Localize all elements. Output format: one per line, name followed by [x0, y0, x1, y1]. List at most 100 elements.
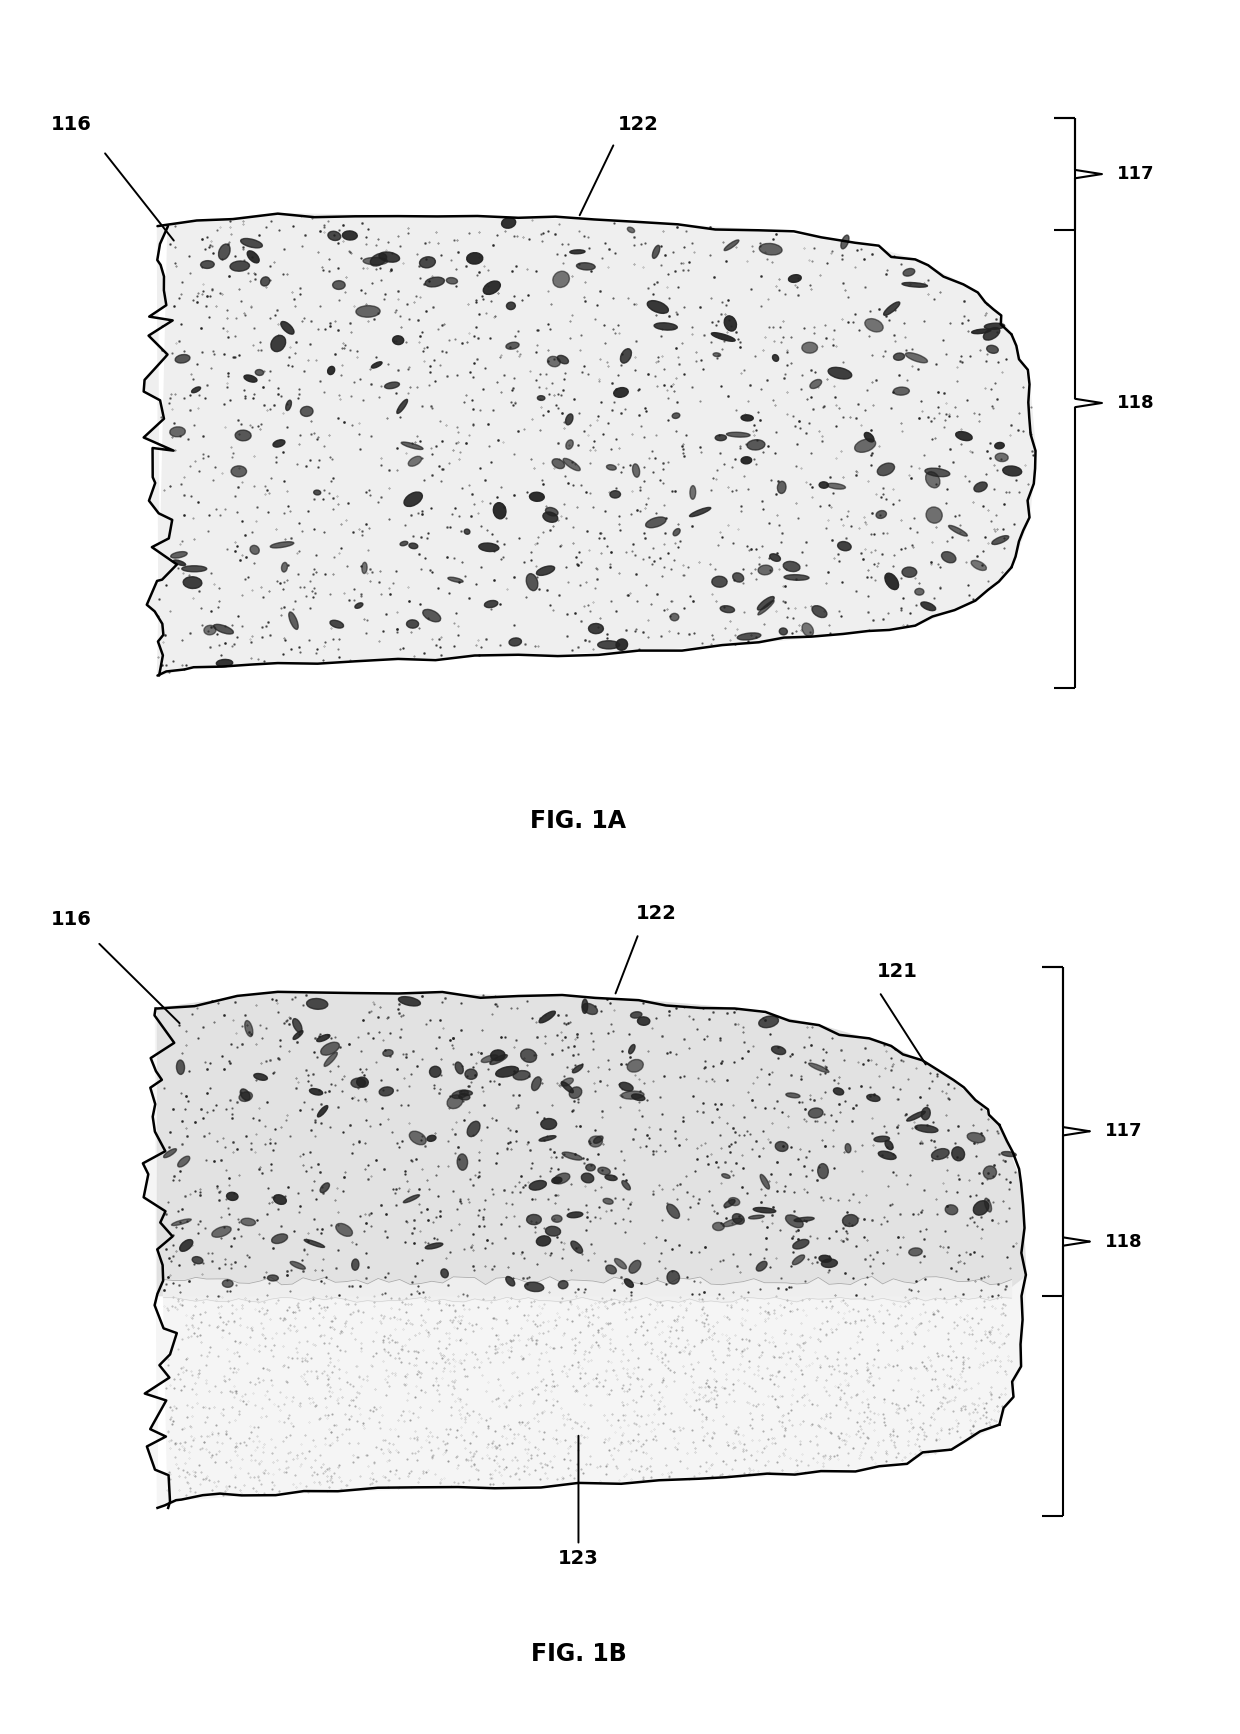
- Ellipse shape: [541, 1118, 557, 1129]
- Ellipse shape: [884, 302, 900, 316]
- Ellipse shape: [589, 624, 604, 633]
- Ellipse shape: [606, 465, 616, 470]
- Ellipse shape: [875, 510, 887, 518]
- Ellipse shape: [893, 387, 909, 395]
- Ellipse shape: [786, 1092, 800, 1098]
- Ellipse shape: [317, 1106, 327, 1117]
- Ellipse shape: [615, 1259, 626, 1269]
- Ellipse shape: [236, 430, 252, 440]
- Ellipse shape: [723, 1219, 743, 1226]
- Ellipse shape: [833, 1087, 843, 1094]
- Ellipse shape: [779, 628, 787, 635]
- Ellipse shape: [759, 243, 782, 255]
- Ellipse shape: [425, 277, 444, 286]
- Ellipse shape: [906, 1111, 925, 1122]
- Text: 118: 118: [1105, 1233, 1143, 1250]
- Ellipse shape: [785, 1216, 804, 1228]
- Ellipse shape: [589, 1136, 603, 1146]
- Ellipse shape: [458, 1153, 467, 1170]
- Ellipse shape: [268, 1274, 278, 1281]
- Ellipse shape: [792, 1240, 808, 1248]
- Ellipse shape: [827, 484, 846, 489]
- Text: 117: 117: [1117, 165, 1154, 184]
- Ellipse shape: [616, 640, 627, 650]
- Ellipse shape: [784, 562, 800, 572]
- Ellipse shape: [362, 562, 367, 574]
- Ellipse shape: [379, 1087, 393, 1096]
- Ellipse shape: [164, 1148, 176, 1158]
- Ellipse shape: [419, 257, 435, 267]
- Ellipse shape: [218, 244, 231, 260]
- Ellipse shape: [901, 283, 928, 288]
- Ellipse shape: [304, 1240, 325, 1247]
- Ellipse shape: [901, 567, 916, 577]
- Ellipse shape: [247, 251, 259, 264]
- Ellipse shape: [481, 1054, 497, 1063]
- Ellipse shape: [983, 1165, 997, 1179]
- Ellipse shape: [429, 1066, 441, 1077]
- Ellipse shape: [479, 543, 498, 551]
- Ellipse shape: [728, 1198, 740, 1205]
- Ellipse shape: [316, 1035, 330, 1042]
- Ellipse shape: [330, 621, 343, 628]
- Ellipse shape: [560, 1079, 573, 1085]
- Ellipse shape: [817, 1164, 828, 1179]
- Ellipse shape: [945, 1205, 957, 1216]
- Ellipse shape: [864, 432, 874, 442]
- Ellipse shape: [192, 1257, 203, 1264]
- Ellipse shape: [1003, 466, 1022, 475]
- Ellipse shape: [952, 1146, 965, 1160]
- Ellipse shape: [425, 1243, 443, 1248]
- Ellipse shape: [810, 380, 822, 388]
- Ellipse shape: [255, 369, 264, 376]
- Ellipse shape: [506, 342, 520, 349]
- Ellipse shape: [713, 1222, 724, 1231]
- Ellipse shape: [562, 1151, 583, 1160]
- Ellipse shape: [667, 1271, 680, 1285]
- Ellipse shape: [598, 642, 620, 649]
- Ellipse shape: [925, 472, 940, 487]
- Ellipse shape: [371, 253, 387, 265]
- Ellipse shape: [915, 588, 924, 595]
- Ellipse shape: [491, 1049, 505, 1061]
- Ellipse shape: [582, 1174, 594, 1183]
- Ellipse shape: [994, 442, 1004, 449]
- Ellipse shape: [501, 217, 516, 229]
- Ellipse shape: [569, 1087, 582, 1098]
- Ellipse shape: [290, 1261, 305, 1269]
- Ellipse shape: [712, 333, 735, 342]
- Ellipse shape: [464, 529, 470, 534]
- Ellipse shape: [332, 281, 345, 290]
- Ellipse shape: [272, 1235, 288, 1243]
- Ellipse shape: [760, 1174, 770, 1190]
- Ellipse shape: [459, 1094, 470, 1099]
- Ellipse shape: [802, 623, 813, 636]
- Ellipse shape: [543, 512, 558, 522]
- Ellipse shape: [724, 316, 737, 331]
- Ellipse shape: [171, 1219, 191, 1226]
- Ellipse shape: [485, 600, 498, 607]
- Ellipse shape: [260, 277, 270, 286]
- Ellipse shape: [409, 543, 418, 548]
- Ellipse shape: [759, 1016, 779, 1028]
- Ellipse shape: [733, 1214, 744, 1224]
- Ellipse shape: [631, 1011, 642, 1018]
- Ellipse shape: [273, 440, 285, 447]
- Ellipse shape: [921, 602, 936, 610]
- Polygon shape: [144, 213, 1035, 676]
- Ellipse shape: [733, 572, 744, 583]
- Text: 121: 121: [877, 962, 918, 981]
- Ellipse shape: [921, 1108, 930, 1120]
- Text: FIG. 1B: FIG. 1B: [531, 1642, 626, 1666]
- Ellipse shape: [794, 1217, 815, 1222]
- Ellipse shape: [407, 619, 419, 628]
- Ellipse shape: [427, 1136, 436, 1141]
- Ellipse shape: [647, 300, 668, 314]
- Ellipse shape: [306, 999, 327, 1009]
- Ellipse shape: [742, 456, 751, 465]
- Ellipse shape: [594, 1136, 603, 1143]
- Ellipse shape: [724, 1200, 735, 1207]
- Ellipse shape: [446, 277, 458, 284]
- Ellipse shape: [972, 329, 991, 333]
- Ellipse shape: [713, 352, 720, 357]
